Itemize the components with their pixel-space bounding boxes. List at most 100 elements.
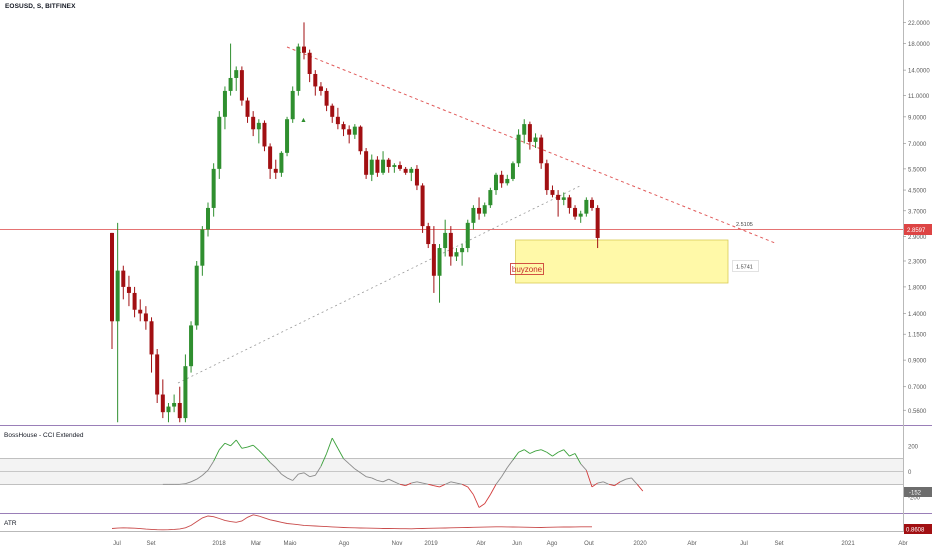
price-tick-label: 11.0000 xyxy=(908,94,930,100)
candle-down xyxy=(375,160,379,173)
candle-up xyxy=(206,208,210,230)
candle-down xyxy=(404,169,408,173)
candle-down xyxy=(347,129,351,134)
time-tick-label: 2021 xyxy=(841,541,855,547)
cci-pane-title: BossHouse - CCI Extended xyxy=(4,432,83,439)
time-tick-label: Ago xyxy=(547,541,558,547)
candle-up xyxy=(257,123,261,129)
time-tick-label: 2018 xyxy=(212,541,226,547)
zone-level-label: 1.5741 xyxy=(736,265,753,271)
candle-down xyxy=(127,287,131,293)
candle-up xyxy=(296,47,300,91)
candle-down xyxy=(364,151,368,175)
time-tick-label: Jul xyxy=(113,541,121,547)
cci-segment xyxy=(180,484,186,485)
price-tick-label: 1.4000 xyxy=(908,312,927,318)
candle-down xyxy=(415,169,419,186)
time-tick-label: Jun xyxy=(512,541,522,547)
cci-axis-label: 200 xyxy=(908,444,919,450)
candle-up xyxy=(189,325,193,366)
candle-down xyxy=(121,271,125,287)
candle-up xyxy=(471,208,475,223)
candle-up xyxy=(229,78,233,91)
price-tick-label: 18.0000 xyxy=(908,42,930,48)
candle-up xyxy=(562,197,566,200)
price-tick-label: 0.5600 xyxy=(908,409,927,415)
time-tick-label: Ago xyxy=(339,541,350,547)
time-tick-label: Maio xyxy=(283,541,297,547)
candle-down xyxy=(262,123,266,147)
price-tick-label: 3.7000 xyxy=(908,209,927,215)
candle-up xyxy=(522,124,526,135)
price-tick-label: 1.1500 xyxy=(908,333,927,339)
candle-down xyxy=(336,117,340,124)
candle-up xyxy=(172,403,176,407)
candle-up xyxy=(195,266,199,326)
candle-up xyxy=(409,169,413,173)
candle-up xyxy=(183,366,187,418)
candle-up xyxy=(494,175,498,190)
candle-down xyxy=(432,244,436,276)
candle-down xyxy=(313,74,317,86)
candle-down xyxy=(319,86,323,90)
candle-up xyxy=(279,153,283,173)
candle-up xyxy=(443,233,447,248)
time-tick-label: Abr xyxy=(898,541,907,547)
price-tick-label: 7.0000 xyxy=(908,142,927,148)
atr-last-value: 0.8608 xyxy=(906,528,925,534)
cci-last-value: -152 xyxy=(909,491,922,497)
time-tick-label: Out xyxy=(584,541,594,547)
candle-up xyxy=(511,163,515,179)
candle-down xyxy=(398,165,402,169)
candle-down xyxy=(268,146,272,168)
price-tick-label: 4.5000 xyxy=(908,189,927,195)
candle-down xyxy=(500,175,504,183)
buyzone-layer: buyzone xyxy=(511,240,729,283)
candle-up xyxy=(285,119,289,153)
candle-down xyxy=(246,101,250,117)
candle-up xyxy=(483,205,487,213)
price-tick-label: 9.0000 xyxy=(908,115,927,121)
candle-up xyxy=(517,135,521,164)
candle-up xyxy=(579,214,583,217)
time-tick-label: Set xyxy=(146,541,155,547)
last-price-value: 2.8597 xyxy=(907,228,926,234)
symbol-title: EOSUSD, S, BITFINEX xyxy=(5,3,76,10)
candle-down xyxy=(302,47,306,53)
candle-down xyxy=(133,293,137,310)
candle-up xyxy=(353,127,357,135)
candle-up xyxy=(381,160,385,173)
candle-down xyxy=(567,197,571,208)
candle-up xyxy=(370,160,374,175)
candle-down xyxy=(550,190,554,195)
candle-down xyxy=(449,233,453,257)
candle-down xyxy=(528,124,532,142)
candle-down xyxy=(240,70,244,100)
price-tick-label: 0.9000 xyxy=(908,359,927,365)
candle-down xyxy=(150,321,154,354)
candle-up xyxy=(217,117,221,169)
time-tick-label: Abr xyxy=(476,541,485,547)
candle-up xyxy=(454,252,458,256)
candle-down xyxy=(573,208,577,217)
candle-down xyxy=(590,200,594,208)
time-tick-label: 2019 xyxy=(424,541,438,547)
candle-up xyxy=(200,229,204,265)
time-tick-label: Abr xyxy=(687,541,696,547)
price-tick-label: 0.7000 xyxy=(908,385,927,391)
candle-down xyxy=(358,127,362,152)
candle-up xyxy=(460,248,464,252)
buyzone-rect xyxy=(516,240,728,283)
candle-down xyxy=(330,106,334,117)
candle-down xyxy=(556,195,560,200)
time-tick-label: Jul xyxy=(740,541,748,547)
candle-up xyxy=(291,91,295,119)
candle-up xyxy=(466,223,470,248)
candle-down xyxy=(421,185,425,226)
candle-down xyxy=(155,354,159,394)
candle-down xyxy=(251,117,255,129)
price-tick-label: 22.0000 xyxy=(908,21,930,27)
price-tick-label: 1.8000 xyxy=(908,285,927,291)
candle-up xyxy=(438,248,442,276)
